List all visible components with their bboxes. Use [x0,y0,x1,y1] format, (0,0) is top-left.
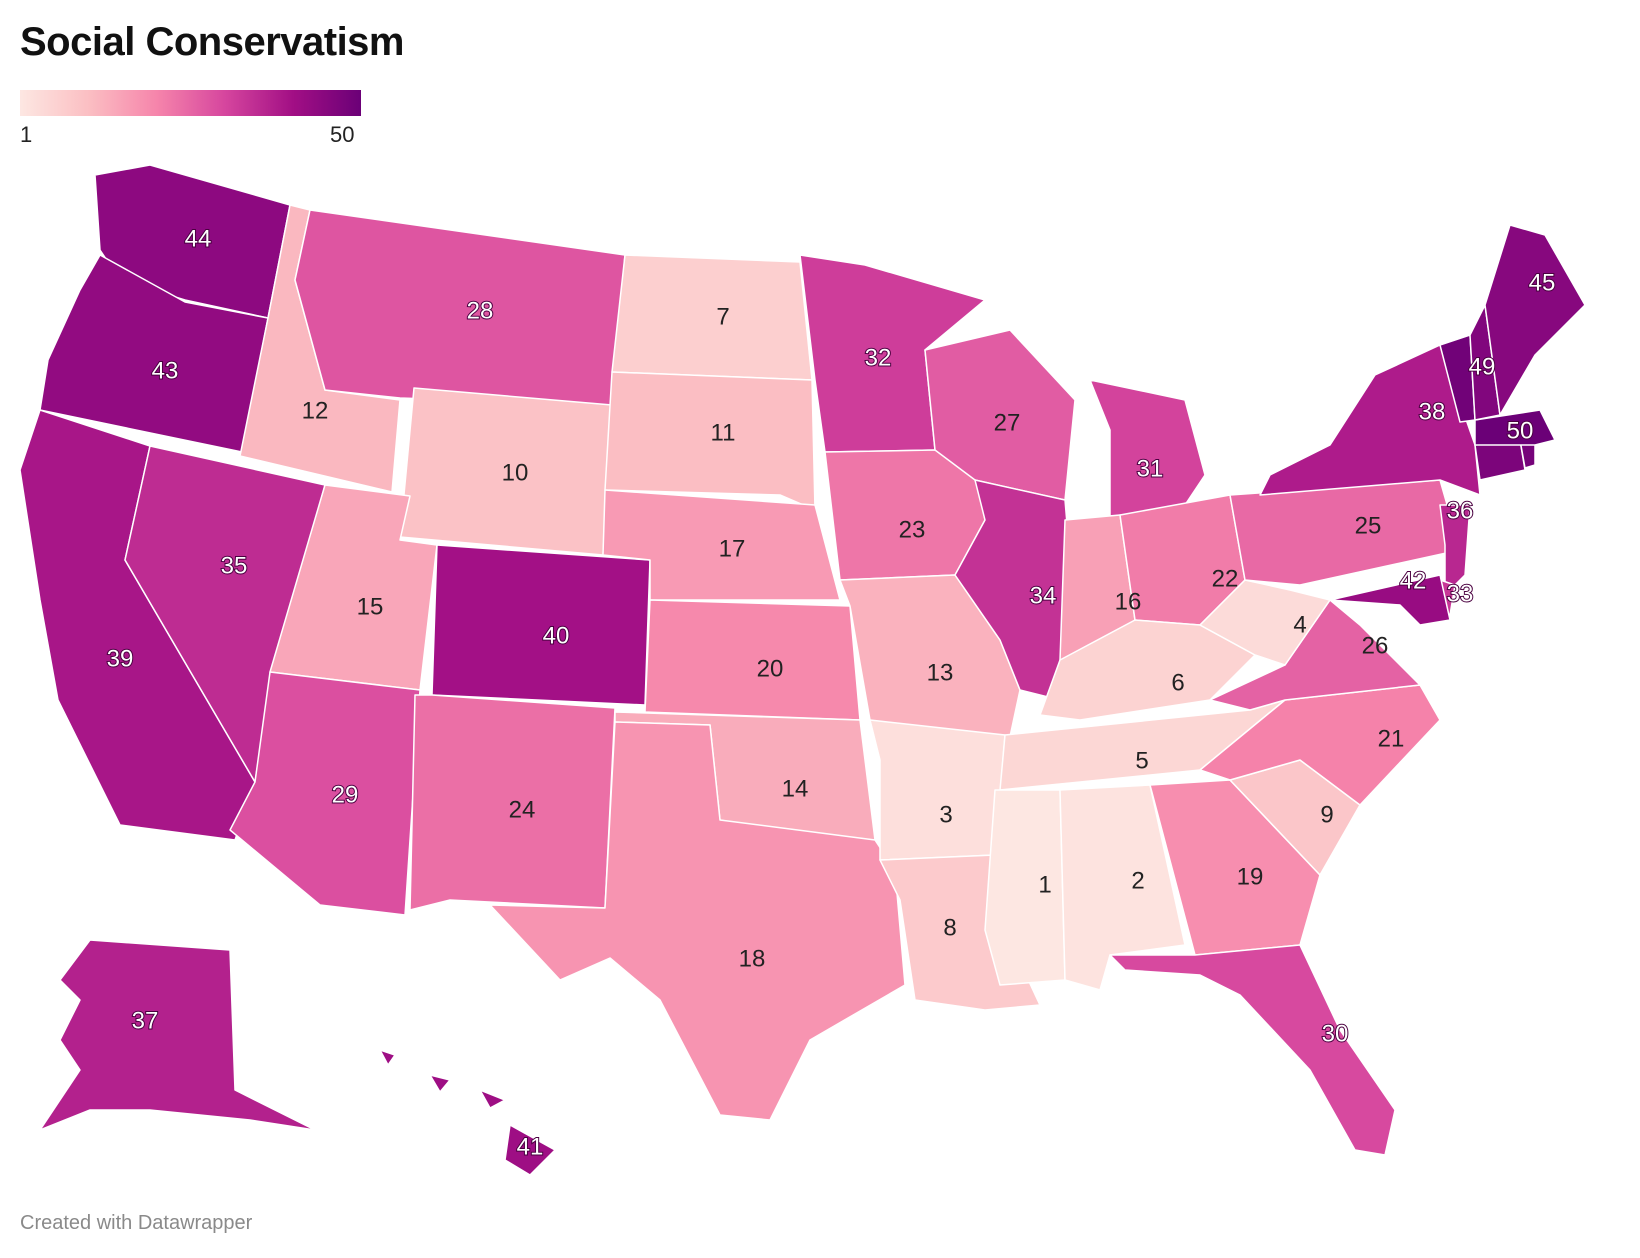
state-label-nc: 21 [1378,725,1405,752]
state-label-mn: 32 [865,344,892,371]
state-label-az: 29 [332,781,359,808]
state-fl[interactable] [1109,944,1396,1156]
state-label-ks: 20 [757,655,784,682]
labels-layer: 4443391235281015294024711172014183223133… [106,224,1557,1161]
state-label-nj: 36 [1447,497,1474,524]
state-label-sd: 11 [711,419,736,446]
state-label-wi: 27 [994,409,1021,436]
state-nm[interactable] [409,694,616,911]
state-ak[interactable] [39,939,316,1131]
state-label-wa: 44 [185,225,212,252]
state-label-nv: 35 [221,552,248,579]
state-me[interactable] [1484,224,1586,416]
state-label-nd: 7 [716,303,729,330]
state-label-la: 8 [943,914,956,941]
state-label-oh: 22 [1212,565,1239,592]
state-label-or: 43 [152,357,179,384]
state-label-tn: 5 [1135,747,1148,774]
state-sd[interactable] [604,371,816,511]
credit-line: Created with Datawrapper [20,1212,253,1234]
state-label-ny: 38 [1419,398,1446,425]
state-label-nm: 24 [509,796,536,823]
state-or[interactable] [39,254,269,453]
state-hi[interactable] [379,1049,556,1176]
map-title: Social Conservatism [20,20,405,64]
state-label-co: 40 [543,622,570,649]
state-label-ms: 1 [1038,871,1051,898]
state-az[interactable] [229,671,421,916]
state-ct[interactable] [1474,439,1526,481]
state-label-ky: 6 [1171,669,1184,696]
state-label-sc: 9 [1320,801,1333,828]
state-nd[interactable] [611,254,813,381]
state-label-ma: 50 [1507,417,1534,444]
state-label-wy: 10 [502,459,529,486]
legend-max-label: 50 [330,122,355,147]
state-mt[interactable] [294,209,626,406]
state-label-ga: 19 [1237,863,1264,890]
state-label-md: 42 [1400,567,1427,594]
state-label-ne: 17 [719,535,746,562]
state-label-mi: 31 [1137,455,1164,482]
state-label-in: 16 [1115,588,1142,615]
state-label-de: 33 [1447,580,1474,607]
state-label-me: 45 [1529,269,1556,296]
legend-color-scale [20,90,361,116]
state-label-id: 12 [302,397,329,424]
state-label-il: 34 [1030,582,1057,609]
state-label-ok: 14 [782,775,809,802]
state-label-al: 2 [1131,867,1144,894]
state-tx[interactable] [489,721,906,1121]
state-label-hi: 41 [517,1133,544,1160]
state-label-pa: 25 [1355,512,1382,539]
state-label-wv: 4 [1293,611,1306,638]
state-label-tx: 18 [739,945,766,972]
state-label-mt: 28 [467,297,494,324]
state-label-fl: 30 [1322,1020,1349,1047]
legend-min-label: 1 [20,122,33,147]
states-layer [19,164,1586,1176]
state-ks[interactable] [644,599,861,721]
state-label-ak: 37 [132,1007,159,1034]
state-ms[interactable] [984,789,1066,986]
state-label-ca: 39 [107,645,134,672]
state-mi[interactable] [1089,379,1206,521]
state-md[interactable] [1329,574,1451,626]
state-ar[interactable] [869,719,1006,861]
state-label-ut: 15 [357,593,384,620]
state-label-mo: 13 [927,659,954,686]
state-ma[interactable] [1474,409,1556,446]
state-label-ar: 3 [939,801,952,828]
state-ky[interactable] [1039,619,1256,721]
state-co[interactable] [431,544,651,706]
state-label-va: 26 [1362,632,1389,659]
state-label-vt: 49 [1469,353,1496,380]
state-label-ia: 23 [899,516,926,543]
state-ga[interactable] [1149,779,1321,956]
